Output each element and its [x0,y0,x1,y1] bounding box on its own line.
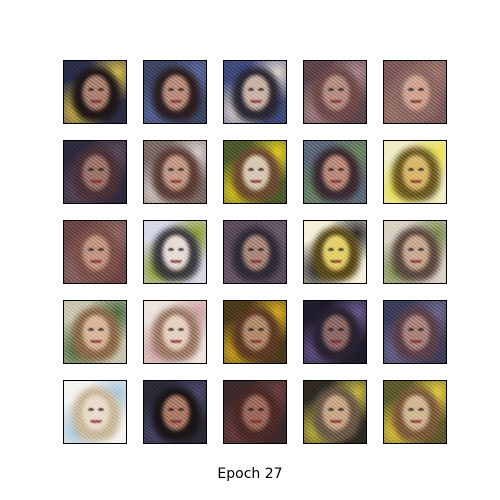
generated-face-image [223,220,287,284]
generated-face-image [143,220,207,284]
generated-face-image [383,380,447,444]
generated-face-image [223,60,287,124]
generated-face-image [223,300,287,364]
generated-face-image [223,140,287,204]
generated-face-image [63,300,127,364]
generated-face-image [143,60,207,124]
generated-face-image [383,220,447,284]
generated-face-image [303,300,367,364]
generated-face-image [143,140,207,204]
generated-face-image [63,380,127,444]
generated-face-image [383,60,447,124]
generated-face-image [63,60,127,124]
generated-face-image [303,220,367,284]
generated-face-image [383,300,447,364]
generated-face-image [223,380,287,444]
generated-face-image [303,380,367,444]
generated-face-image [303,60,367,124]
generated-face-image [63,140,127,204]
generated-face-image [383,140,447,204]
generated-face-image [143,300,207,364]
generated-face-image [303,140,367,204]
generated-face-image [63,220,127,284]
epoch-caption: Epoch 27 [217,466,283,482]
generated-face-image [143,380,207,444]
